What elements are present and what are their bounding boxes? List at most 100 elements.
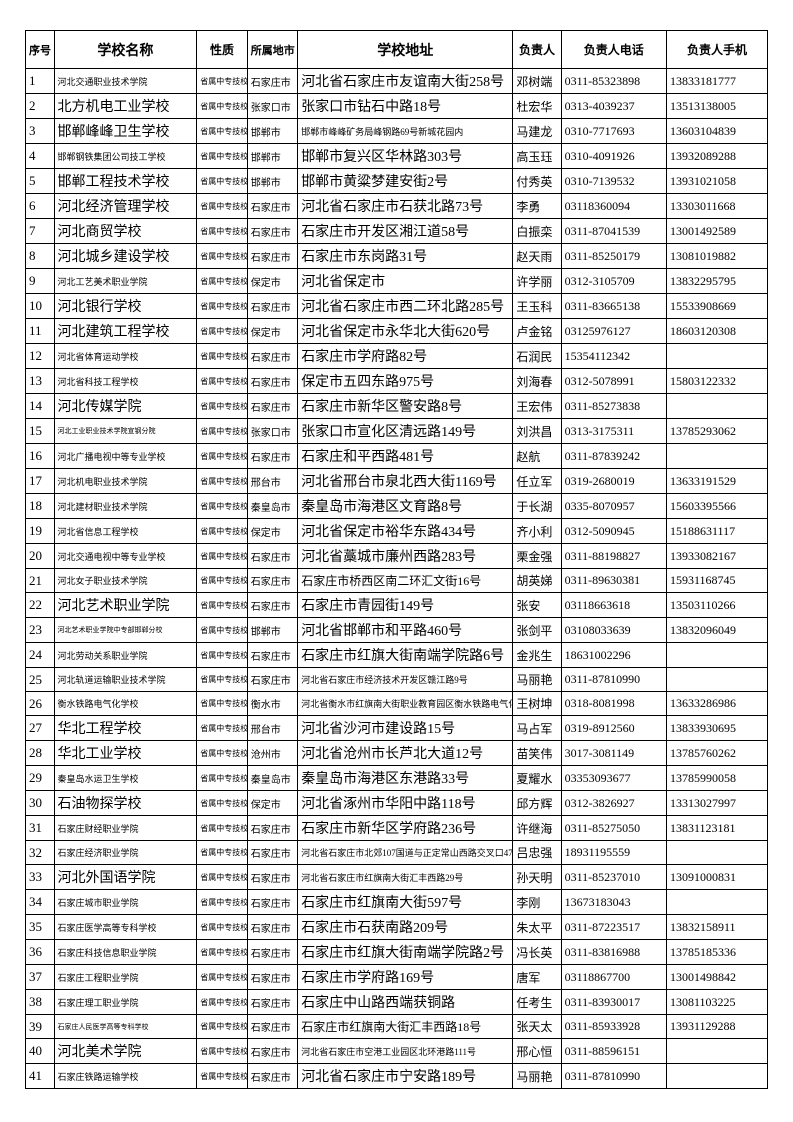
table-row: 10河北银行学校省属中专技校石家庄市河北省石家庄市西二环北路285号王玉科031…	[26, 294, 768, 319]
cell-name: 河北省科技工程学校	[54, 369, 197, 394]
cell-mob: 13832295795	[666, 269, 767, 294]
cell-mob: 13785293062	[666, 419, 767, 444]
table-row: 27华北工程学校省属中专技校邢台市河北省沙河市建设路15号马占军0319-891…	[26, 716, 768, 741]
cell-city: 邯郸市	[247, 119, 297, 144]
cell-idx: 24	[26, 643, 55, 668]
cell-tel: 0310-7717693	[561, 119, 666, 144]
cell-mob: 13603104839	[666, 119, 767, 144]
table-row: 12河北省体育运动学校省属中专技校石家庄市石家庄市学府路82号石润民153541…	[26, 344, 768, 369]
cell-name: 石家庄理工职业学院	[54, 990, 197, 1015]
cell-type: 省属中专技校	[197, 766, 247, 791]
cell-tel: 0312-3826927	[561, 791, 666, 816]
cell-tel: 0311-83665138	[561, 294, 666, 319]
table-row: 34石家庄城市职业学院省属中专技校石家庄市石家庄市红旗南大街597号李刚1367…	[26, 890, 768, 915]
cell-mob: 13081019882	[666, 244, 767, 269]
cell-mob: 13503110266	[666, 593, 767, 618]
cell-addr: 石家庄市新华区学府路236号	[298, 816, 513, 841]
cell-idx: 6	[26, 194, 55, 219]
cell-mob: 13785760262	[666, 741, 767, 766]
table-row: 37石家庄工程职业学院省属中专技校石家庄市石家庄市学府路169号唐军031188…	[26, 965, 768, 990]
cell-city: 石家庄市	[247, 394, 297, 419]
cell-person: 栗金强	[513, 544, 561, 569]
cell-person: 白振栾	[513, 219, 561, 244]
cell-type: 省属中专技校	[197, 692, 247, 716]
cell-type: 省属中专技校	[197, 244, 247, 269]
cell-person: 付秀英	[513, 169, 561, 194]
cell-addr: 保定市五四东路975号	[298, 369, 513, 394]
cell-person: 许继海	[513, 816, 561, 841]
cell-idx: 11	[26, 319, 55, 344]
cell-type: 省属中专技校	[197, 965, 247, 990]
cell-tel: 0319-2680019	[561, 469, 666, 494]
cell-tel: 0311-89630381	[561, 569, 666, 593]
cell-addr: 秦皇岛市海港区文育路8号	[298, 494, 513, 519]
cell-type: 省属中专技校	[197, 69, 247, 94]
cell-name: 石家庄人民医学高等专科学校	[54, 1015, 197, 1039]
cell-city: 石家庄市	[247, 444, 297, 469]
cell-name: 河北工艺美术职业学院	[54, 269, 197, 294]
cell-tel: 0311-87810990	[561, 668, 666, 692]
cell-type: 省属中专技校	[197, 1064, 247, 1089]
cell-mob	[666, 1064, 767, 1089]
cell-idx: 31	[26, 816, 55, 841]
cell-idx: 20	[26, 544, 55, 569]
cell-type: 省属中专技校	[197, 593, 247, 618]
cell-name: 河北交通职业技术学院	[54, 69, 197, 94]
cell-name: 河北劳动关系职业学院	[54, 643, 197, 668]
cell-city: 石家庄市	[247, 369, 297, 394]
h-type: 性质	[197, 31, 247, 69]
h-tel: 负责人电话	[561, 31, 666, 69]
cell-mob: 13831123181	[666, 816, 767, 841]
cell-city: 石家庄市	[247, 344, 297, 369]
table-row: 31石家庄财经职业学院省属中专技校石家庄市石家庄市新华区学府路236号许继海03…	[26, 816, 768, 841]
cell-addr: 河北省保定市	[298, 269, 513, 294]
cell-city: 保定市	[247, 519, 297, 544]
cell-mob: 13785990058	[666, 766, 767, 791]
cell-tel: 03108033639	[561, 618, 666, 643]
cell-addr: 河北省石家庄市北郊107国道与正定常山西路交叉口47号	[298, 841, 513, 865]
cell-addr: 河北省邯郸市和平路460号	[298, 618, 513, 643]
cell-idx: 4	[26, 144, 55, 169]
cell-tel: 0311-88198827	[561, 544, 666, 569]
cell-addr: 石家庄市开发区湘江道58号	[298, 219, 513, 244]
cell-person: 冯长英	[513, 940, 561, 965]
cell-addr: 河北省邢台市泉北西大街1169号	[298, 469, 513, 494]
cell-mob	[666, 841, 767, 865]
cell-city: 石家庄市	[247, 965, 297, 990]
cell-mob	[666, 643, 767, 668]
cell-name: 河北银行学校	[54, 294, 197, 319]
cell-city: 邯郸市	[247, 618, 297, 643]
cell-person: 刘海春	[513, 369, 561, 394]
cell-person: 张剑平	[513, 618, 561, 643]
cell-addr: 石家庄市红旗大街南端学院路2号	[298, 940, 513, 965]
table-row: 17河北机电职业技术学院省属中专技校邢台市河北省邢台市泉北西大街1169号任立军…	[26, 469, 768, 494]
cell-name: 河北城乡建设学校	[54, 244, 197, 269]
cell-mob: 15188631117	[666, 519, 767, 544]
cell-name: 石家庄城市职业学院	[54, 890, 197, 915]
cell-tel: 0311-88596151	[561, 1039, 666, 1064]
cell-idx: 5	[26, 169, 55, 194]
cell-type: 省属中专技校	[197, 294, 247, 319]
table-row: 26衡水铁路电气化学校省属中专技校衡水市河北省衡水市红旗南大街职业教育园区衡水铁…	[26, 692, 768, 716]
cell-name: 河北艺术职业学院	[54, 593, 197, 618]
cell-addr: 邯郸市峰峰矿务局峰钢路69号新城花园内	[298, 119, 513, 144]
cell-name: 河北外国语学院	[54, 865, 197, 890]
cell-city: 衡水市	[247, 692, 297, 716]
cell-addr: 石家庄市红旗南大街汇丰西路18号	[298, 1015, 513, 1039]
cell-tel: 0312-3105709	[561, 269, 666, 294]
cell-person: 刘洪昌	[513, 419, 561, 444]
cell-type: 省属中专技校	[197, 269, 247, 294]
table-row: 11河北建筑工程学校省属中专技校保定市河北省保定市永华北大街620号卢金铭031…	[26, 319, 768, 344]
cell-tel: 0335-8070957	[561, 494, 666, 519]
cell-idx: 10	[26, 294, 55, 319]
cell-mob	[666, 668, 767, 692]
cell-type: 省属中专技校	[197, 1039, 247, 1064]
cell-type: 省属中专技校	[197, 668, 247, 692]
table-row: 32石家庄经济职业学院省属中专技校石家庄市河北省石家庄市北郊107国道与正定常山…	[26, 841, 768, 865]
cell-person: 王宏伟	[513, 394, 561, 419]
cell-tel: 03353093677	[561, 766, 666, 791]
cell-addr: 石家庄市学府路169号	[298, 965, 513, 990]
cell-name: 邯郸峰峰卫生学校	[54, 119, 197, 144]
h-city: 所属地市	[247, 31, 297, 69]
cell-mob: 13001492589	[666, 219, 767, 244]
